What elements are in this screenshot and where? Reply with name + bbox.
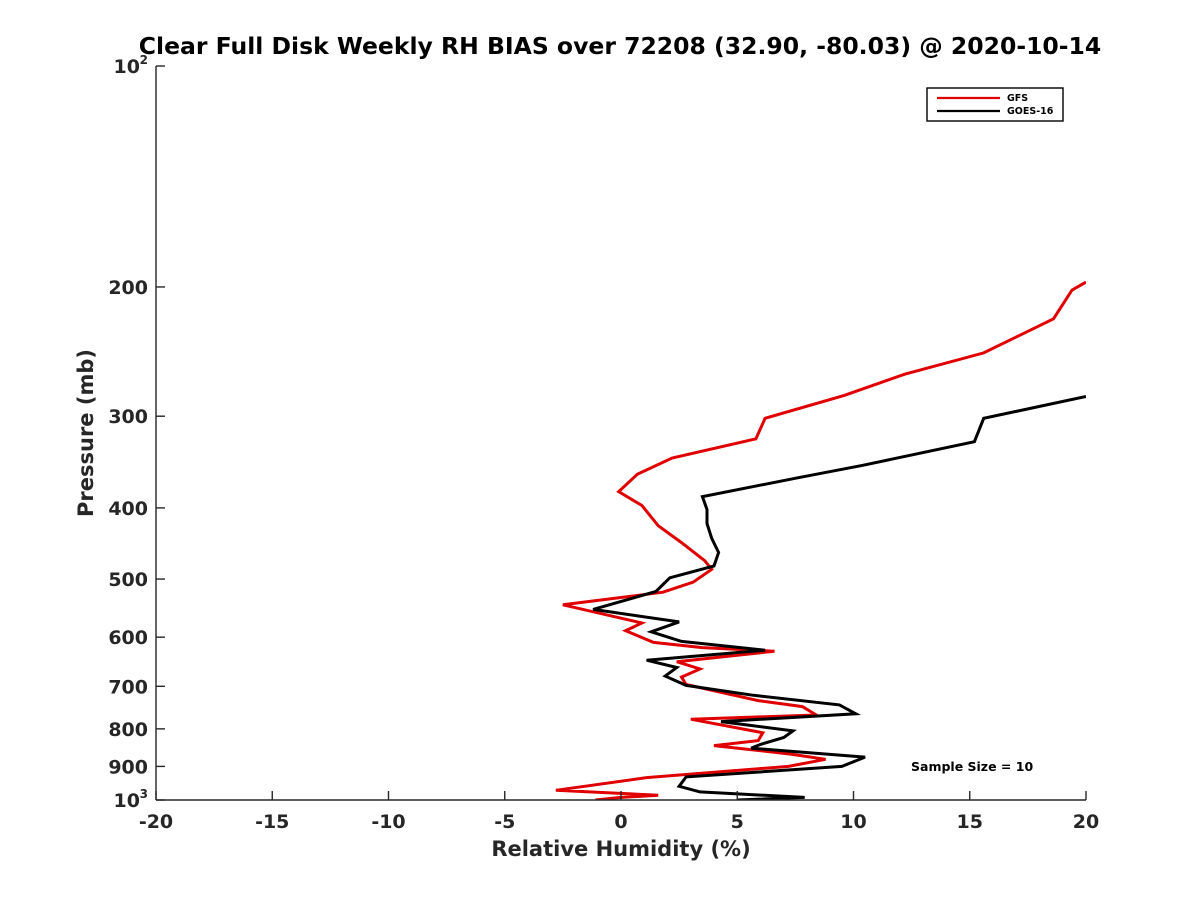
series-line-goes-16 [592, 395, 1086, 800]
x-tick-label: 20 [1073, 811, 1099, 833]
legend-label-goes-16: GOES-16 [1007, 106, 1054, 117]
plot-area: -20 -15 -10 -5 0 5 10 15 20 21020030040050060070… [108, 53, 1099, 833]
y-tick-exponent: 2 [140, 53, 148, 67]
series-line-gfs [555, 280, 1086, 800]
legend-label-gfs: GFS [1007, 93, 1028, 104]
y-tick-exponent: 3 [140, 787, 148, 801]
y-tick-label: 200 [108, 277, 148, 299]
y-tick-label: 500 [108, 569, 148, 591]
x-tick-label: 15 [957, 811, 983, 833]
series-group [555, 280, 1086, 800]
x-tick-label: -15 [255, 811, 289, 833]
y-tick-label: 600 [108, 627, 148, 649]
x-tick-label: 0 [614, 811, 627, 833]
y-tick-label: 700 [108, 676, 148, 698]
y-tick-label: 10 [114, 790, 140, 812]
x-tick-label: -10 [371, 811, 405, 833]
legend: GFS GOES-16 [926, 87, 1064, 122]
x-tick-label: 10 [840, 811, 866, 833]
legend-box [926, 87, 1064, 122]
x-tick-label: 5 [731, 811, 744, 833]
y-axis-label: Pressure (mb) [74, 349, 98, 517]
chart-title: Clear Full Disk Weekly RH BIAS over 7220… [139, 32, 1101, 60]
x-tick-label: -20 [139, 811, 173, 833]
x-ticks: -20 -15 -10 -5 0 5 10 15 20 [139, 791, 1099, 833]
x-axis-label: Relative Humidity (%) [491, 837, 750, 861]
y-tick-label: 800 [108, 719, 148, 741]
y-tick-label: 900 [108, 756, 148, 778]
x-tick-label: -5 [494, 811, 515, 833]
y-tick-label: 400 [108, 498, 148, 520]
sample-size-annotation: Sample Size = 10 [911, 759, 1033, 774]
y-tick-label: 10 [114, 56, 140, 78]
y-tick-label: 300 [108, 406, 148, 428]
